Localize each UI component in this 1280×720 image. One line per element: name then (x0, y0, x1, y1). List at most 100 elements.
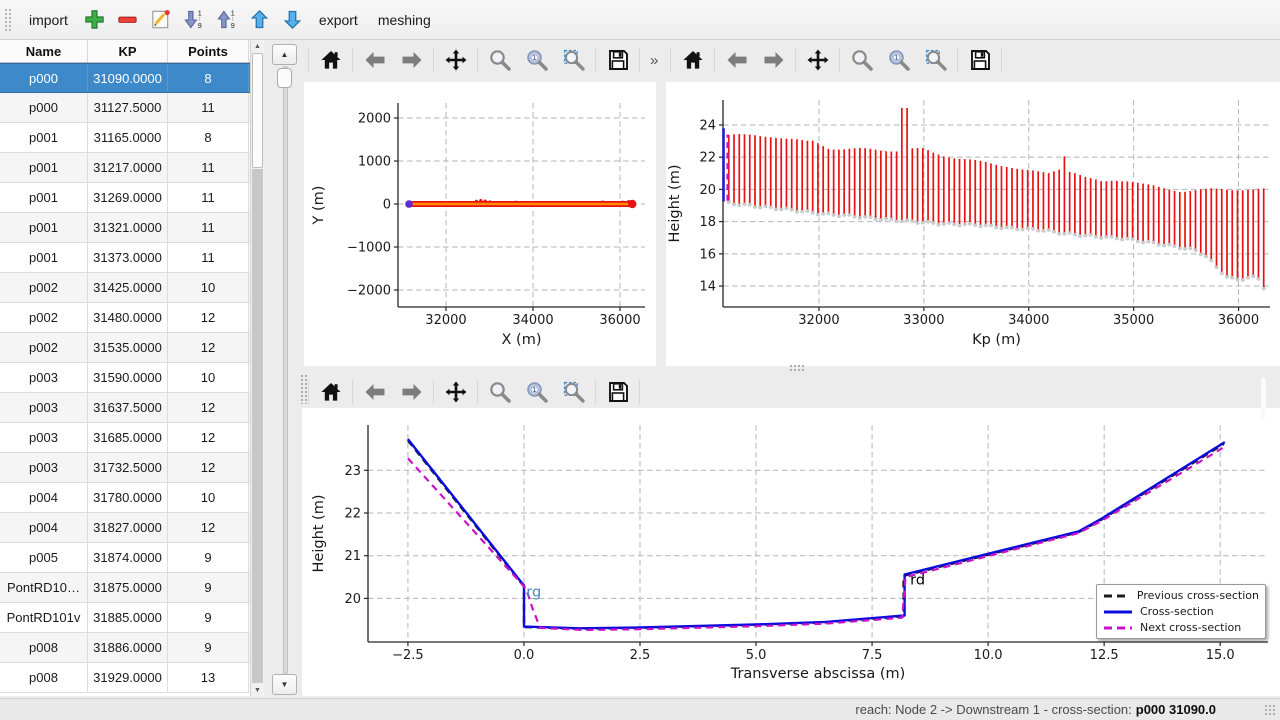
pan-button[interactable] (440, 45, 471, 76)
plan-view-canvas[interactable]: 32000 34000 36000 −2000 −1000 0 1000 2000 X (m) Y… (304, 82, 656, 366)
save-button[interactable] (964, 45, 995, 76)
cell-kp: 31929.0000 (88, 663, 168, 692)
column-header-kp[interactable]: KP (88, 40, 168, 62)
forward-button[interactable] (758, 45, 789, 76)
table-row[interactable]: PontRD10… 31875.0000 9 (0, 573, 263, 603)
sort-descending-button[interactable] (177, 3, 210, 36)
zoom-one-button[interactable] (521, 45, 552, 76)
splitter-handle-horizontal[interactable] (789, 364, 805, 371)
table-row[interactable]: p000 31127.5000 11 (0, 93, 263, 123)
zoom-rect-button[interactable] (558, 377, 589, 408)
cell-points: 10 (168, 483, 249, 512)
forward-button[interactable] (396, 377, 427, 408)
svg-text:20: 20 (699, 183, 716, 198)
table-row[interactable]: p000 31090.0000 8 (0, 63, 263, 93)
column-header-name[interactable]: Name (0, 40, 88, 62)
toolbar-drag-handle[interactable] (4, 7, 11, 32)
main-toolbar: import export meshing (0, 0, 1280, 40)
home-button[interactable] (315, 377, 346, 408)
move-down-button[interactable] (276, 3, 309, 36)
table-row[interactable]: p002 31480.0000 12 (0, 303, 263, 333)
section-up-button[interactable]: ▲ (272, 44, 297, 65)
svg-text:22: 22 (344, 506, 361, 521)
plot-axes: 32000 33000 34000 35000 36000 14 16 18 20 22 24 Kp … (667, 100, 1270, 348)
cell-kp: 31732.5000 (88, 453, 168, 482)
import-button[interactable]: import (19, 6, 78, 34)
back-button[interactable] (721, 45, 752, 76)
column-header-points[interactable]: Points (168, 40, 249, 62)
zoom-rect-button[interactable] (558, 45, 589, 76)
cell-name: PontRD101v (0, 603, 88, 632)
scroll-up-arrow-icon[interactable]: ▲ (254, 42, 261, 50)
table-row[interactable]: p001 31373.0000 11 (0, 243, 263, 273)
zoom-button[interactable] (484, 377, 515, 408)
svg-text:36000: 36000 (1218, 313, 1259, 328)
meshing-button[interactable]: meshing (368, 6, 441, 34)
export-button[interactable]: export (309, 6, 368, 34)
plot-axes: −2.5 0.0 2.5 5.0 7.5 10.0 12.5 15.0 20 21 22 23 Tran… (311, 425, 1268, 682)
zoom-rect-icon (562, 48, 586, 72)
back-button[interactable] (359, 45, 390, 76)
table-row[interactable]: p002 31425.0000 10 (0, 273, 263, 303)
legend-entry: Previous cross-section (1103, 588, 1259, 603)
table-row[interactable]: p004 31827.0000 12 (0, 513, 263, 543)
table-row[interactable]: p001 31269.0000 11 (0, 183, 263, 213)
table-row[interactable]: p004 31780.0000 10 (0, 483, 263, 513)
table-row[interactable]: p001 31165.0000 8 (0, 123, 263, 153)
table-row[interactable]: p001 31321.0000 11 (0, 213, 263, 243)
pan-button[interactable] (440, 377, 471, 408)
sort-ascending-button[interactable] (210, 3, 243, 36)
cell-points: 8 (168, 64, 249, 92)
back-button[interactable] (359, 377, 390, 408)
table-row[interactable]: p002 31535.0000 12 (0, 333, 263, 363)
table-row[interactable]: p008 31886.0000 9 (0, 633, 263, 663)
cell-kp: 31875.0000 (88, 573, 168, 602)
svg-text:Y (m): Y (m) (311, 186, 327, 226)
scroll-down-arrow-icon[interactable]: ▼ (254, 686, 261, 694)
table-row[interactable]: p005 31874.0000 9 (0, 543, 263, 573)
forward-icon (400, 48, 424, 72)
home-button[interactable] (315, 45, 346, 76)
table-row[interactable]: p001 31217.0000 11 (0, 153, 263, 183)
profile-view-canvas[interactable]: 32000 33000 34000 35000 36000 14 16 18 20 22 24 Kp … (666, 82, 1280, 366)
add-cross-section-button[interactable] (78, 3, 111, 36)
forward-button[interactable] (396, 45, 427, 76)
zoom-button[interactable] (484, 45, 515, 76)
cross-section-canvas[interactable]: −2.5 0.0 2.5 5.0 7.5 10.0 12.5 15.0 20 21 22 23 Tran… (302, 408, 1280, 696)
cell-kp: 31590.0000 (88, 363, 168, 392)
section-slider-track[interactable] (283, 66, 288, 674)
svg-text:2000: 2000 (358, 112, 391, 127)
table-scrollbar-thumb[interactable] (252, 53, 263, 168)
toolbar-separator (639, 48, 640, 72)
legend-entry: Cross-section (1103, 604, 1259, 619)
table-row[interactable]: p003 31732.5000 12 (0, 453, 263, 483)
toolbar-drag-handle-bottom[interactable] (300, 374, 307, 404)
remove-cross-section-button[interactable] (111, 3, 144, 36)
table-row[interactable]: PontRD101v 31885.0000 9 (0, 603, 263, 633)
zoom-rect-button[interactable] (920, 45, 951, 76)
table-row[interactable]: p003 31637.5000 12 (0, 393, 263, 423)
toolbar-overflow-button[interactable]: » (646, 52, 662, 69)
section-slider-thumb[interactable] (277, 68, 292, 88)
pan-button[interactable] (802, 45, 833, 76)
table-row[interactable]: p003 31590.0000 10 (0, 363, 263, 393)
window-resize-grip[interactable] (1264, 704, 1277, 717)
zoom-one-button[interactable] (883, 45, 914, 76)
move-up-button[interactable] (243, 3, 276, 36)
save-button[interactable] (602, 45, 633, 76)
table-row[interactable]: p008 31929.0000 13 (0, 663, 263, 693)
edit-cross-section-button[interactable] (144, 3, 177, 36)
svg-text:Height (m): Height (m) (311, 495, 327, 573)
table-scrollbar[interactable]: ▲ ▼ (250, 40, 264, 696)
pane-resize-handle[interactable] (1261, 378, 1266, 420)
zoom-button[interactable] (846, 45, 877, 76)
table-row[interactable]: p003 31685.0000 12 (0, 423, 263, 453)
zoom-one-button[interactable] (521, 377, 552, 408)
section-down-button[interactable]: ▼ (272, 674, 297, 695)
home-button[interactable] (677, 45, 708, 76)
table-scrollbar-track[interactable] (252, 169, 263, 683)
save-button[interactable] (602, 377, 633, 408)
plan-series (405, 198, 637, 209)
svg-text:14: 14 (699, 280, 716, 295)
status-bar: reach: Node 2 -> Downstream 1 - cross-se… (0, 698, 1280, 720)
